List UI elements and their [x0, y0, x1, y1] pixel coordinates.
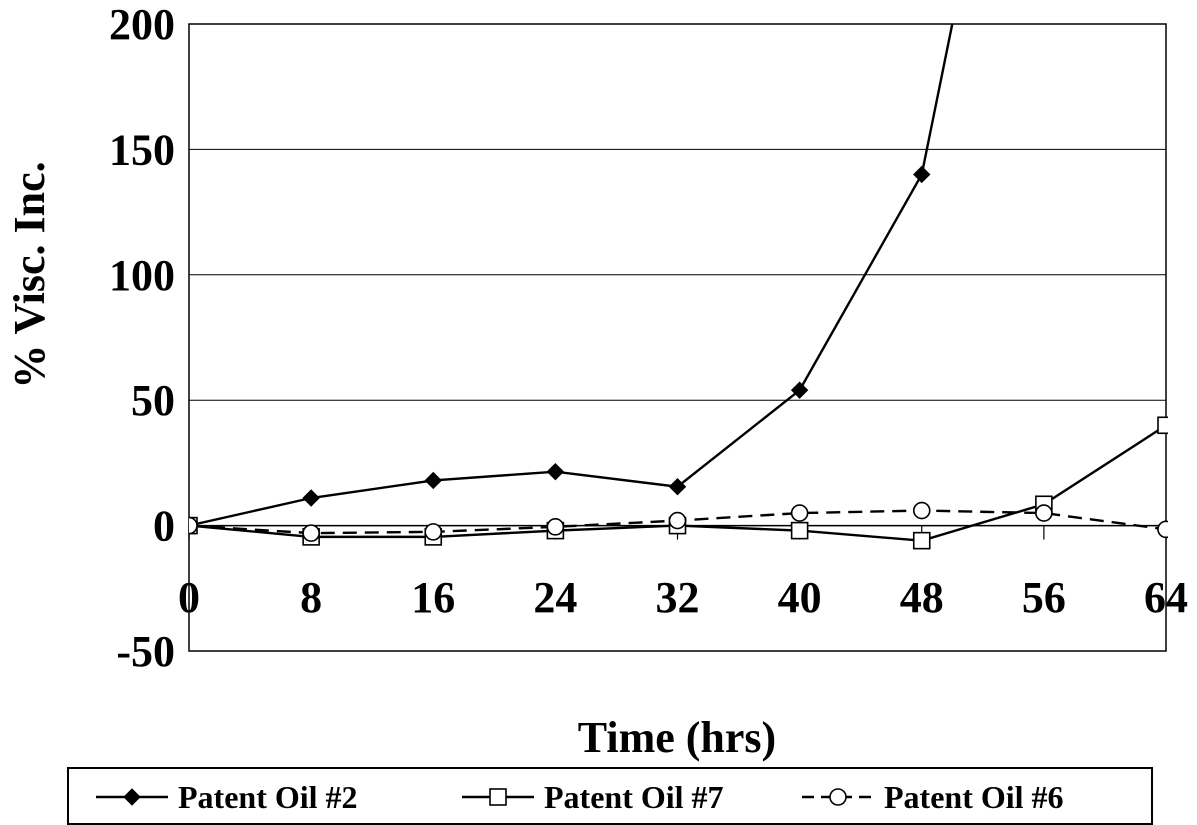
data-point — [912, 531, 931, 550]
data-point — [913, 165, 931, 184]
legend: Patent Oil #2 Patent Oil #7 Patent Oil #6 — [67, 767, 1153, 825]
legend-label: Patent Oil #6 — [884, 779, 1064, 815]
x-tick-label: 64 — [1144, 573, 1188, 622]
series-line — [189, 23, 954, 527]
x-tick-label: 40 — [778, 573, 822, 622]
gridlines — [189, 148, 1166, 527]
data-point — [189, 516, 198, 535]
data-point — [424, 471, 442, 490]
axes — [188, 23, 1167, 652]
x-tick-label: 56 — [1022, 573, 1066, 622]
series-lines — [189, 23, 1168, 550]
data-point — [546, 518, 565, 536]
x-axis-title: Time (hrs) — [578, 713, 776, 762]
legend-marker — [123, 788, 141, 806]
data-point — [1157, 416, 1168, 435]
x-tick-label: 16 — [411, 573, 455, 622]
y-tick-label: 150 — [109, 125, 175, 174]
y-tick-label: 100 — [109, 251, 175, 300]
legend-marker — [489, 788, 507, 806]
y-tick-label: 50 — [131, 376, 175, 425]
x-tick-label: 8 — [300, 573, 322, 622]
x-tick-label: 32 — [656, 573, 700, 622]
data-point — [790, 521, 809, 540]
x-tick-label: 48 — [900, 573, 944, 622]
y-tick-label: 0 — [153, 502, 175, 551]
data-point — [668, 478, 687, 496]
data-point — [912, 501, 931, 520]
x-tick-label: 0 — [178, 573, 200, 622]
x-tick-label: 24 — [533, 573, 577, 622]
data-point — [302, 489, 320, 507]
data-point — [1035, 504, 1053, 522]
y-axis-title: % Visc. Inc. — [5, 161, 54, 388]
data-point — [668, 511, 687, 530]
data-point — [790, 381, 809, 399]
y-tick-label: -50 — [116, 627, 175, 676]
data-point — [790, 504, 809, 522]
y-tick-label: 200 — [109, 0, 175, 49]
series-3 — [189, 501, 1168, 542]
data-point — [1157, 520, 1168, 539]
data-point — [424, 523, 443, 541]
legend-box — [67, 767, 1153, 825]
legend-marker — [829, 788, 847, 806]
legend-label: Patent Oil #2 — [178, 779, 358, 815]
data-point — [546, 462, 565, 481]
legend-label: Patent Oil #7 — [544, 779, 724, 815]
series-1 — [189, 23, 954, 535]
plot-frame — [188, 23, 1167, 652]
data-point — [302, 524, 320, 542]
